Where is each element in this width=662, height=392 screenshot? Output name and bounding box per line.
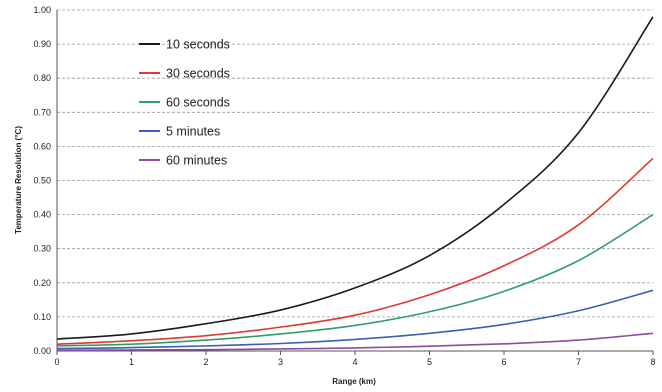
x-tick-labels: 0 1 2 3 4 5 6 7 8 [54, 357, 655, 367]
y-tick-0.50: 0.50 [33, 176, 51, 186]
series-line-60-seconds [56, 213, 654, 347]
legend: 10 seconds 30 seconds 60 seconds 5 minutes 6… [139, 38, 230, 168]
legend-label-10-seconds: 10 seconds [166, 38, 230, 52]
y-tick-labels: 0.00 0.10 0.20 0.30 0.40 0.50 0.60 0.70 0.80 0.90… [33, 5, 51, 356]
x-tick-5: 5 [427, 357, 432, 367]
x-tick-0: 0 [54, 357, 59, 367]
series-lines [56, 16, 654, 352]
x-tick-7: 7 [576, 357, 581, 367]
legend-label-60-minutes: 60 minutes [166, 154, 227, 168]
series-line-5-minutes [56, 289, 654, 350]
x-axis-title: Range (km) [332, 377, 376, 386]
y-tick-0.60: 0.60 [33, 141, 51, 151]
series-line-30-seconds [56, 157, 654, 345]
legend-label-5-minutes: 5 minutes [166, 125, 220, 139]
x-tick-8: 8 [650, 357, 655, 367]
x-tick-6: 6 [501, 357, 506, 367]
x-tick-4: 4 [352, 357, 357, 367]
legend-label-30-seconds: 30 seconds [166, 67, 230, 81]
x-tick-2: 2 [203, 357, 208, 367]
series-line-60-minutes [56, 332, 654, 352]
y-tick-0.20: 0.20 [33, 278, 51, 288]
x-tick-3: 3 [278, 357, 283, 367]
y-tick-0.30: 0.30 [33, 244, 51, 254]
y-tick-1.00: 1.00 [33, 5, 51, 15]
y-tick-0.00: 0.00 [33, 346, 51, 356]
y-tick-0.70: 0.70 [33, 107, 51, 117]
x-tick-1: 1 [129, 357, 134, 367]
grid-lines [57, 9, 653, 318]
legend-label-60-seconds: 60 seconds [166, 96, 230, 110]
y-tick-0.80: 0.80 [33, 73, 51, 83]
y-tick-0.40: 0.40 [33, 210, 51, 220]
y-tick-0.10: 0.10 [33, 312, 51, 322]
y-tick-0.90: 0.90 [33, 39, 51, 49]
y-axis-title: Temperature Resolution (°C) [14, 126, 23, 234]
axes [56, 10, 654, 355]
series-line-10-seconds [56, 16, 654, 340]
